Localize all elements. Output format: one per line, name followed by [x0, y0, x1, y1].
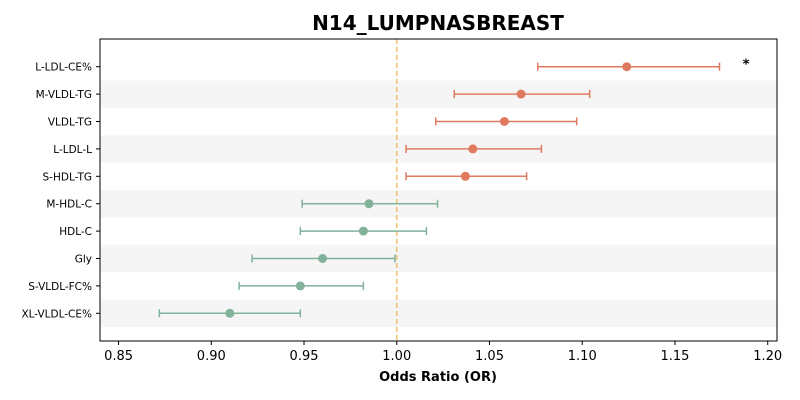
- or-point: [358, 226, 368, 236]
- x-tick-label: 1.10: [568, 349, 597, 364]
- y-tick-label: HDL-C: [59, 226, 92, 238]
- or-point: [622, 62, 632, 72]
- x-tick-label: 0.90: [197, 349, 226, 364]
- or-point: [295, 281, 305, 291]
- row-band: [100, 190, 777, 218]
- row-band: [100, 244, 777, 273]
- y-tick-label: VLDL-TG: [48, 117, 92, 129]
- y-tick-label: XL-VLDL-CE%: [21, 308, 92, 320]
- or-point: [460, 171, 470, 181]
- x-tick-label: 1.20: [753, 349, 782, 364]
- data-marks: *: [158, 58, 750, 318]
- y-tick-label: M-VLDL-TG: [36, 89, 92, 101]
- or-point: [225, 308, 235, 318]
- x-tick-label: 1.00: [382, 349, 411, 364]
- x-tick-label: 1.15: [661, 349, 690, 364]
- y-tick-label: L-LDL-L: [53, 144, 92, 156]
- or-point: [364, 199, 374, 209]
- y-axis: L-LDL-CE% M-VLDL-TG VLDL-TG L-LDL-L S-HDL-TG…: [21, 62, 100, 320]
- y-tick-label: M-HDL-C: [46, 199, 92, 211]
- row-band: [100, 80, 777, 108]
- or-point: [499, 117, 509, 126]
- y-tick-label: S-HDL-TG: [43, 171, 92, 183]
- y-tick-label: S-VLDL-FC%: [28, 281, 92, 293]
- or-point: [318, 254, 328, 263]
- x-tick-label: 1.05: [475, 349, 504, 364]
- plot-frame: [99, 38, 778, 342]
- x-axis-label: Odds Ratio (OR): [379, 370, 497, 385]
- or-point: [516, 89, 526, 99]
- x-tick-label: 0.95: [290, 349, 319, 364]
- x-tick-label: 0.85: [104, 349, 133, 364]
- x-axis: 0.85 0.90 0.95 1.00 1.05 1.10 1.15 1.20: [104, 341, 782, 364]
- row-bands: [100, 80, 777, 327]
- chart-title: N14_LUMPNASBREAST: [312, 11, 564, 35]
- significance-marker: *: [743, 58, 750, 73]
- y-tick-label: Gly: [75, 254, 92, 266]
- or-point: [468, 144, 478, 154]
- y-tick-label: L-LDL-CE%: [35, 62, 92, 74]
